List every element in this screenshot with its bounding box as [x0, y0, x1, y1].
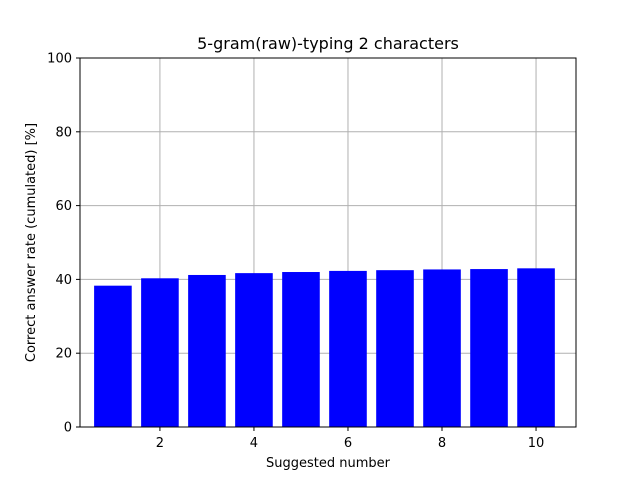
y-axis-label: Correct answer rate (cumulated) [%]	[24, 123, 39, 362]
bar	[376, 270, 414, 427]
y-tick-label: 40	[55, 273, 72, 288]
bar	[423, 269, 461, 427]
chart-title: 5-gram(raw)-typing 2 characters	[197, 34, 459, 53]
x-tick-label: 6	[344, 436, 352, 451]
bar	[188, 274, 226, 427]
y-tick-label: 100	[47, 52, 72, 67]
bar	[470, 269, 508, 427]
y-tick-label: 60	[55, 199, 72, 214]
plot-frame	[79, 57, 577, 428]
x-tick-label: 10	[528, 436, 545, 451]
x-tick-label: 4	[250, 436, 258, 451]
bar	[329, 270, 367, 427]
bar	[141, 278, 179, 427]
bar	[282, 272, 320, 427]
bar	[94, 285, 132, 427]
x-axis-label: Suggested number	[266, 456, 391, 471]
bars	[94, 268, 555, 427]
bar	[235, 273, 273, 427]
x-tick-label: 8	[438, 436, 446, 451]
y-tick-label: 20	[55, 347, 72, 362]
bar	[517, 268, 555, 427]
y-tick-label: 80	[55, 125, 72, 140]
y-tick-label: 0	[64, 421, 72, 436]
x-axis-ticks: 2 4 6 8 10	[156, 427, 545, 451]
y-axis-ticks: 0 20 40 60 80 100	[47, 52, 80, 436]
x-tick-label: 2	[156, 436, 164, 451]
